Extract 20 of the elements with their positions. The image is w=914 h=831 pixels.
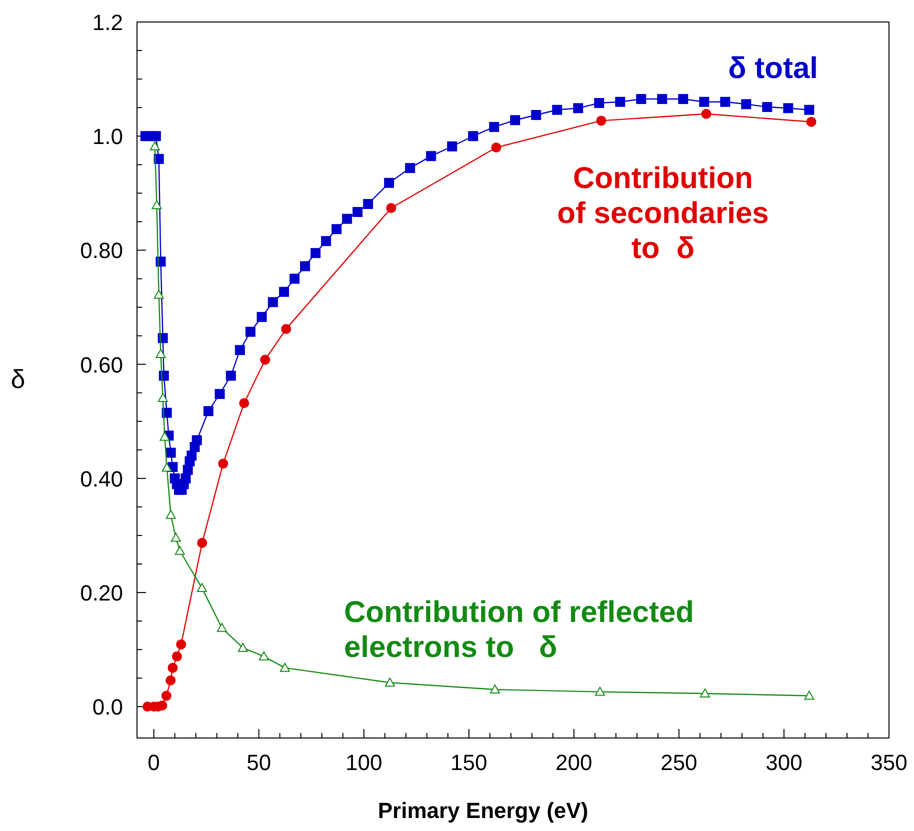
- x-tick-label: 50: [246, 750, 272, 775]
- x-tick-label: 0: [148, 750, 160, 775]
- y-tick-label: 0.80: [80, 238, 123, 264]
- y-tick-label: 0.60: [80, 352, 123, 378]
- y-axis-title: δ: [10, 364, 26, 394]
- x-tick-label: 200: [556, 750, 592, 775]
- y-tick-label: 0.20: [80, 580, 123, 606]
- series-label: Contribution of secondaries to δ: [557, 162, 769, 265]
- x-tick-label: 250: [660, 750, 698, 775]
- y-tick-label: 1.2: [92, 10, 123, 35]
- x-tick-label: 300: [766, 750, 802, 775]
- x-tick-label: 150: [450, 750, 488, 775]
- y-tick-label: 0.0: [92, 694, 123, 720]
- y-tick-label: 1.0: [92, 124, 123, 150]
- x-tick-label: 350: [870, 750, 908, 775]
- x-tick-label: 100: [346, 750, 382, 775]
- y-tick-label: 0.40: [80, 466, 123, 492]
- series-label: Contribution of reflected electrons to δ: [344, 596, 694, 664]
- series-label: δ total: [728, 52, 818, 85]
- x-axis-title: Primary Energy (eV): [378, 798, 588, 823]
